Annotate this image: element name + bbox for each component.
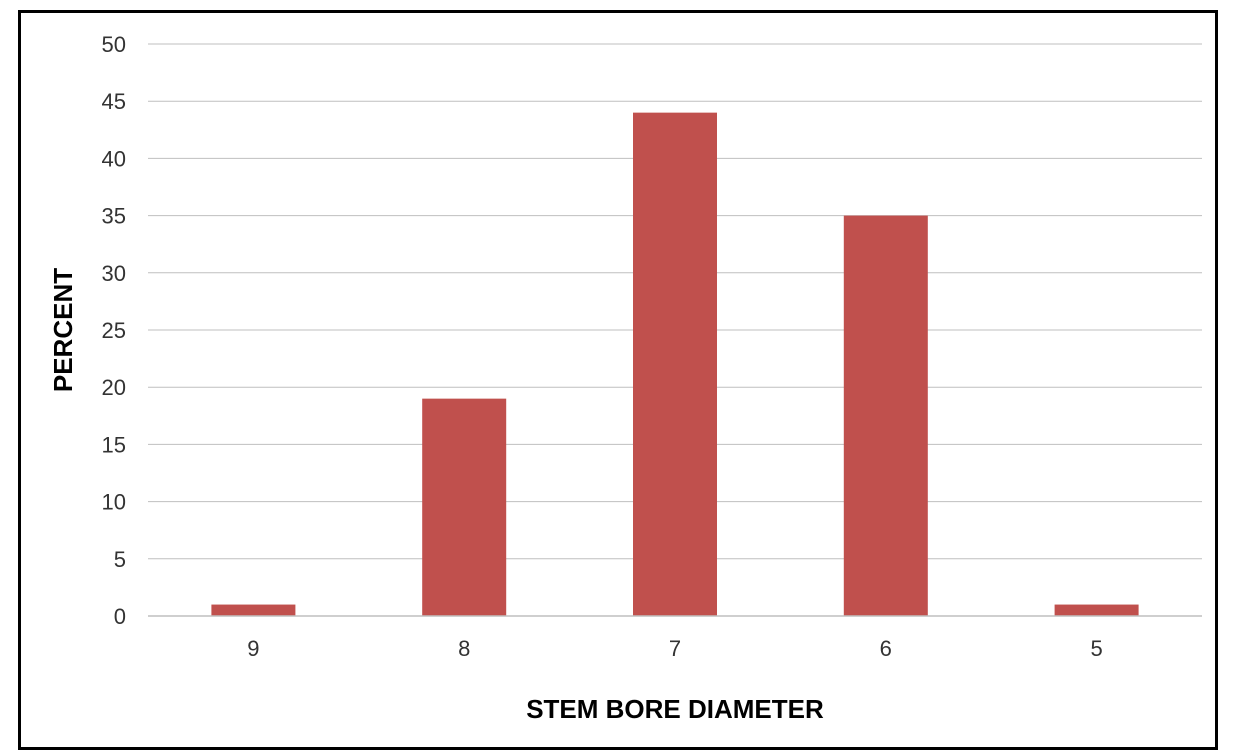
bar-5	[1054, 604, 1139, 616]
y-axis-ticks: 0 5 10 15 20 25 30 35 40 45 50	[102, 32, 126, 629]
y-axis-title: PERCENT	[48, 268, 78, 392]
bar-6	[843, 215, 928, 616]
y-tick-label: 5	[114, 547, 126, 572]
x-tick-label: 9	[247, 636, 259, 661]
y-tick-label: 15	[102, 432, 126, 457]
x-tick-label: 8	[458, 636, 470, 661]
gridlines	[148, 43, 1202, 560]
y-tick-label: 50	[102, 32, 126, 57]
x-tick-label: 6	[880, 636, 892, 661]
x-tick-label: 7	[669, 636, 681, 661]
bar-7	[633, 112, 717, 616]
y-tick-label: 20	[102, 375, 126, 400]
chart-frame	[18, 10, 1218, 750]
x-tick-label: 5	[1090, 636, 1102, 661]
y-tick-label: 45	[102, 89, 126, 114]
bars	[211, 112, 1139, 616]
x-axis-title: STEM BORE DIAMETER	[526, 694, 824, 724]
y-tick-label: 40	[102, 146, 126, 171]
y-tick-label: 10	[102, 490, 126, 515]
y-tick-label: 30	[102, 261, 126, 286]
bar-9	[211, 604, 296, 616]
x-axis-ticks: 9 8 7 6 5	[247, 636, 1102, 661]
y-tick-label: 35	[102, 204, 126, 229]
bar-8	[422, 398, 507, 616]
y-tick-label: 0	[114, 604, 126, 629]
y-tick-label: 25	[102, 318, 126, 343]
